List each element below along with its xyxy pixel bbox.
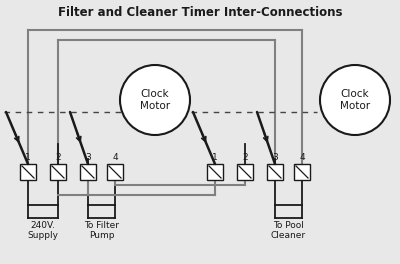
- Text: 3: 3: [272, 153, 278, 162]
- Text: 2: 2: [242, 153, 248, 162]
- Text: 1: 1: [25, 153, 31, 162]
- Text: Clock
Motor: Clock Motor: [340, 89, 370, 111]
- Bar: [207, 164, 223, 180]
- Circle shape: [320, 65, 390, 135]
- Text: 240V.
Supply: 240V. Supply: [28, 221, 58, 241]
- Text: 2: 2: [55, 153, 61, 162]
- Text: Clock
Motor: Clock Motor: [140, 89, 170, 111]
- Text: 4: 4: [299, 153, 305, 162]
- Text: 3: 3: [85, 153, 91, 162]
- Text: Filter and Cleaner Timer Inter-Connections: Filter and Cleaner Timer Inter-Connectio…: [58, 6, 342, 19]
- Text: To Pool
Cleaner: To Pool Cleaner: [271, 221, 306, 241]
- Bar: [237, 164, 253, 180]
- Text: 1: 1: [212, 153, 218, 162]
- Bar: [107, 164, 123, 180]
- Circle shape: [120, 65, 190, 135]
- Bar: [20, 164, 36, 180]
- Text: 4: 4: [112, 153, 118, 162]
- Text: To Filter
Pump: To Filter Pump: [84, 221, 119, 241]
- Bar: [267, 164, 283, 180]
- Bar: [50, 164, 66, 180]
- Bar: [80, 164, 96, 180]
- Bar: [294, 164, 310, 180]
